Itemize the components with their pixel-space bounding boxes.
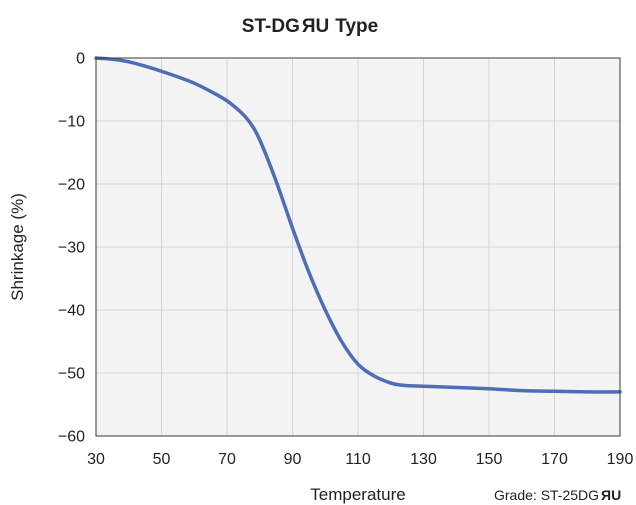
- y-tick-label: −10: [58, 114, 85, 131]
- x-tick-label: 70: [218, 451, 236, 468]
- y-tick-label: −40: [58, 303, 85, 320]
- y-tick-label: 0: [76, 51, 85, 68]
- x-tick-label: 50: [153, 451, 171, 468]
- plot-frame: [95, 57, 621, 437]
- y-tick-label: −60: [58, 429, 85, 446]
- tick-labels: 30 50 70 90 110 130 150 170 190 0 −10 −20 −30 −40 −50 −…: [58, 51, 634, 469]
- series-line-0: [94, 56, 622, 394]
- ur-mark-icon: ЯU: [601, 487, 621, 503]
- y-axis-label: Shrinkage (%): [8, 193, 27, 301]
- y-tick-label: −50: [58, 366, 85, 383]
- x-tick-label: 110: [345, 451, 371, 468]
- x-tick-label: 90: [284, 451, 302, 468]
- chart-title-main: ST-DG: [242, 16, 300, 37]
- x-tick-label: 150: [476, 451, 503, 468]
- y-tick-label: −20: [58, 177, 85, 194]
- x-tick-label: 30: [87, 451, 105, 468]
- series-layer: [94, 56, 622, 394]
- y-tick-label: −30: [58, 240, 85, 257]
- x-tick-label: 190: [607, 451, 634, 468]
- grade-note: Grade: ST-25DG ЯU: [494, 487, 621, 503]
- grade-note-text: Grade: ST-25DG: [494, 487, 599, 503]
- chart-title: ST-DG ЯU Type: [242, 16, 378, 37]
- x-tick-label: 170: [541, 451, 568, 468]
- x-axis-label: Temperature: [310, 485, 405, 504]
- chart-title-suffix: Type: [335, 16, 378, 37]
- x-tick-label: 130: [410, 451, 437, 468]
- ur-mark-icon: ЯU: [302, 16, 329, 37]
